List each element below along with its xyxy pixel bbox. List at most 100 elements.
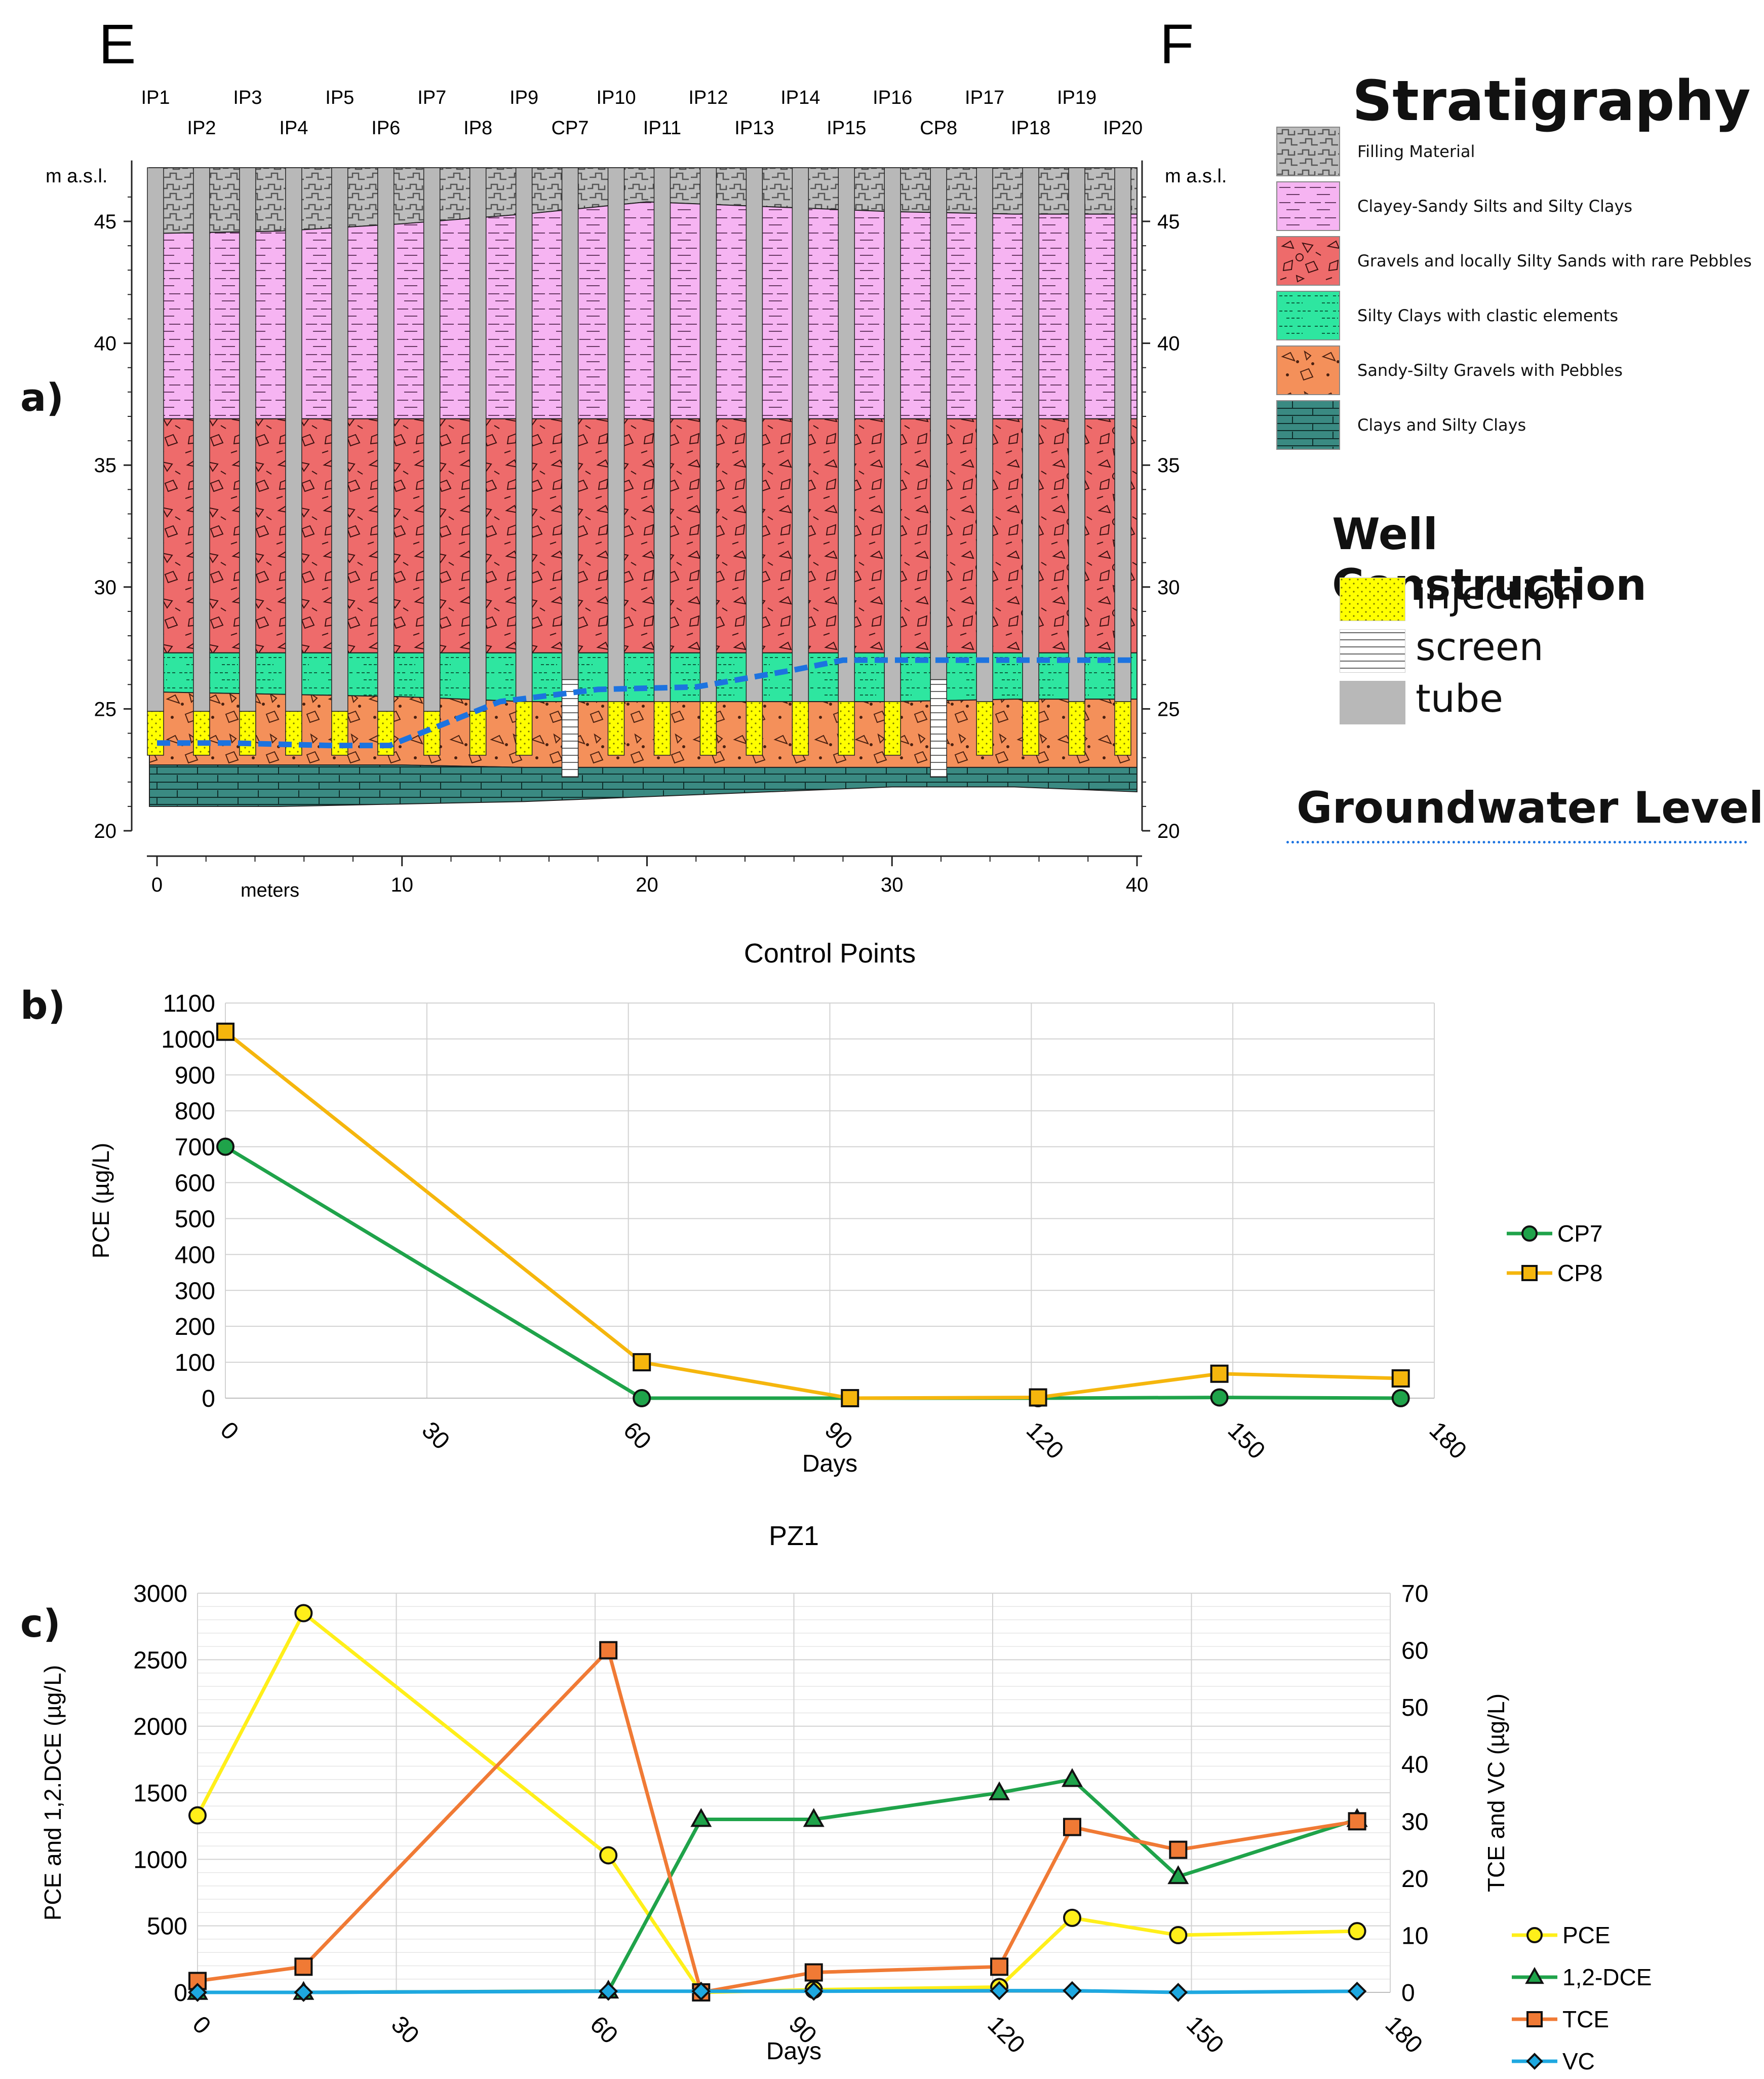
y-tick-label: 1000 <box>133 1846 187 1873</box>
well-injection-ip14 <box>792 701 809 756</box>
legend-marker <box>1521 1225 1538 1242</box>
well-tube-ip8 <box>469 167 487 712</box>
data-point <box>1167 1865 1189 1884</box>
legend-marker <box>1526 1927 1543 1943</box>
stratum-swatch <box>1276 181 1340 231</box>
section-xtick-label: 30 <box>881 874 904 896</box>
chart-title: PZ1 <box>769 1521 819 1551</box>
y2-tick-label: 70 <box>1401 1581 1428 1607</box>
well-tube-ip13 <box>746 167 763 702</box>
y2-axis-label: TCE and VC (µg/L) <box>1483 1693 1509 1892</box>
data-point <box>804 1963 823 1982</box>
data-point <box>216 1137 234 1156</box>
section-ytick-label-right: 35 <box>1157 454 1180 477</box>
data-point <box>1169 1926 1188 1945</box>
well-label-ip13: IP13 <box>734 118 774 139</box>
well-tube-ip16 <box>884 167 901 702</box>
well-label-cp8: CP8 <box>920 118 957 139</box>
well-tube-ip5 <box>331 167 348 712</box>
well-injection-ip5 <box>331 711 348 756</box>
x-tick-label: 150 <box>1223 1417 1270 1465</box>
data-point <box>1391 1389 1410 1407</box>
well-label-ip1: IP1 <box>141 87 170 108</box>
well-injection-ip10 <box>607 701 625 756</box>
legend-marker <box>1525 1967 1544 1984</box>
y2-tick-label: 0 <box>1401 1980 1415 2007</box>
well-tube-ip19 <box>1068 167 1085 702</box>
legend-marker <box>1526 2053 1543 2070</box>
stratum-label: Filling Material <box>1357 142 1475 161</box>
data-point <box>633 1389 651 1407</box>
well-injection-swatch <box>1339 577 1406 622</box>
series-pce <box>188 1604 1366 2001</box>
well-tube-label: tube <box>1416 676 1503 721</box>
data-point <box>599 1846 618 1865</box>
y-tick-label: 1500 <box>133 1780 187 1807</box>
data-point <box>1347 1981 1367 2001</box>
y-tick-label: 2500 <box>133 1647 187 1674</box>
data-point <box>1348 1812 1366 1831</box>
y-tick-label: 600 <box>175 1170 215 1197</box>
well-injection-ip20 <box>1114 701 1131 756</box>
legend-entry: 1,2-DCE <box>1512 1964 1652 1990</box>
section-yaxis-unit-left: m a.s.l. <box>46 166 107 187</box>
section-ytick-label-left: 30 <box>94 576 117 599</box>
y-tick-label: 2000 <box>133 1714 187 1741</box>
x-tick-label: 150 <box>1181 2011 1229 2059</box>
x-tick-label: 30 <box>386 2011 424 2049</box>
well-label-ip20: IP20 <box>1103 118 1143 139</box>
layer-clays <box>149 764 1138 807</box>
data-point <box>691 1981 711 2001</box>
well-label-ip17: IP17 <box>965 87 1004 108</box>
y-tick-label: 100 <box>175 1350 215 1376</box>
y2-tick-label: 60 <box>1401 1638 1428 1665</box>
section-right-label: F <box>1160 13 1194 75</box>
data-point <box>188 1806 207 1825</box>
well-tube-ip17 <box>976 167 993 702</box>
section-ytick-label-left: 35 <box>94 454 117 477</box>
well-tube-ip9 <box>515 167 533 702</box>
y-tick-label: 1100 <box>163 990 215 1017</box>
section-left-label: E <box>99 13 136 75</box>
well-injection-ip17 <box>976 701 993 756</box>
legend-marker <box>1526 2011 1543 2027</box>
chart-title: Control Points <box>744 938 916 969</box>
legend-entry: CP8 <box>1507 1260 1602 1286</box>
section-ytick-label-left: 20 <box>94 820 117 842</box>
well-label-ip4: IP4 <box>279 118 308 139</box>
well-tube-cp8 <box>930 167 947 680</box>
well-injection-ip16 <box>884 701 901 756</box>
section-ytick-label-left: 45 <box>94 211 117 233</box>
data-point <box>1391 1369 1410 1388</box>
x-tick-label: 180 <box>1424 1417 1472 1465</box>
well-tube-ip20 <box>1114 167 1131 702</box>
data-point <box>990 1957 1009 1976</box>
well-tube-ip10 <box>607 167 625 702</box>
data-point <box>1063 1818 1081 1836</box>
well-construction-title: Well Construction <box>1332 509 1647 610</box>
well-label-ip6: IP6 <box>371 118 400 139</box>
data-point <box>1210 1364 1229 1383</box>
data-point <box>690 1808 712 1827</box>
well-tube-ip4 <box>285 167 302 712</box>
well-tube-ip12 <box>699 167 717 702</box>
stratum-swatch <box>1276 291 1340 340</box>
well-label-ip16: IP16 <box>873 87 912 108</box>
panel-label-c: c) <box>20 1601 61 1646</box>
section-axes: 20 20 25 25 30 30 35 35 40 40 45 45 0 10 20 30 40 <box>94 160 1180 896</box>
well-label-ip2: IP2 <box>187 118 216 139</box>
y-tick-label: 3000 <box>133 1581 187 1607</box>
y2-tick-label: 30 <box>1401 1808 1428 1835</box>
well-label-ip15: IP15 <box>827 118 866 139</box>
series-line <box>224 1145 1401 1400</box>
stratum-label: Sandy-Silty Gravels with Pebbles <box>1357 361 1623 380</box>
data-point <box>1168 1983 1188 2002</box>
y-tick-label: 700 <box>175 1134 215 1161</box>
y-tick-label: 300 <box>175 1278 215 1304</box>
well-injection-ip2 <box>193 711 210 756</box>
well-injection-label: injection <box>1416 572 1580 618</box>
data-point <box>1063 1981 1082 2000</box>
section-xtick-label: 10 <box>391 874 414 896</box>
data-point <box>1029 1388 1047 1407</box>
